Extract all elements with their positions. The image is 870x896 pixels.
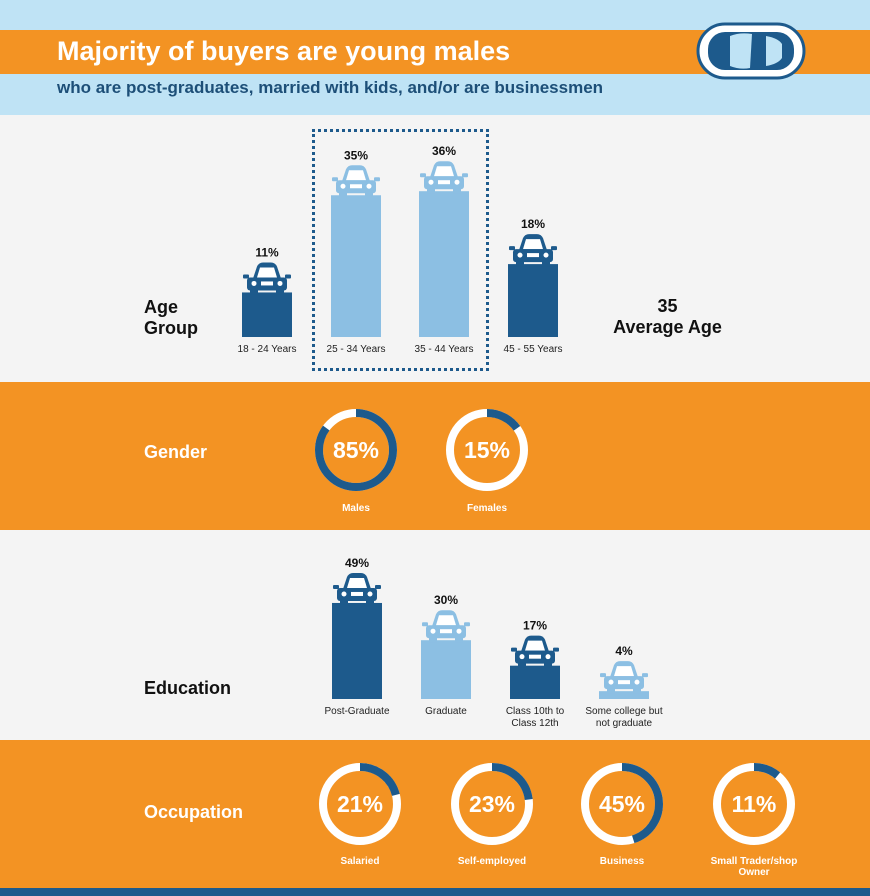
donut-category-label: Self-employed [458,856,526,867]
education-bar-chart: 49% Post-Graduate 30% Graduate 17% Class 10th… [324,556,662,729]
page-subtitle: who are post-graduates, married with kid… [57,78,604,97]
bar-category-label: 18 - 24 Years [238,344,297,355]
donut-segment-2 [446,409,528,491]
bar-3 [510,665,560,699]
donut-category-label: Females [467,503,507,514]
occupation-label: Occupation [144,802,244,822]
car-icon [600,661,648,694]
bottom-bar [0,888,870,896]
donut-segment-3 [581,763,663,845]
donut-value-label: 11% [732,791,777,817]
bar-4 [508,264,558,337]
donut-segment-1 [319,763,401,845]
bar-value-label: 36% [432,144,456,158]
donut-category-label: Small Trader/shop Owner [711,856,798,878]
bar-1 [332,602,382,699]
highlight-box [312,129,489,371]
car-icon [422,610,470,643]
bar-category-label: 35 - 44 Years [415,344,474,355]
donut-segment-1 [315,409,397,491]
bar-category-label: 45 - 55 Years [504,344,563,355]
car-icon [332,165,380,198]
bar-category-label: Class 10th to Class 12th [506,706,565,729]
bar-value-label: 49% [345,556,369,570]
donut-value-label: 45% [599,791,645,817]
bar-category-label: Graduate [425,706,467,717]
bar-value-label: 35% [344,148,368,162]
bar-value-label: 17% [523,619,547,633]
bar-2 [421,640,471,699]
car-icon [509,234,557,267]
bar-value-label: 30% [434,593,458,607]
car-icon [243,262,291,295]
gender-donut-chart: 85% Males 15% Females [315,409,528,514]
bar-category-label: Some college but not graduate [585,706,662,729]
age-label-line2: Group [144,318,198,338]
education-label: Education [144,678,232,698]
donut-segment-4 [713,763,795,845]
bar-value-label: 4% [615,644,633,658]
bar-category-label: 25 - 34 Years [327,344,386,355]
header: Majority of buyers are young males who a… [0,0,870,115]
donut-value-label: 85% [333,437,379,463]
bar-2 [331,195,381,337]
donut-value-label: 15% [464,437,510,463]
age-label-line1: Age [144,297,179,317]
car-icon [420,161,468,194]
bar-category-label: Post-Graduate [324,706,389,717]
bar-4 [599,691,649,699]
bar-value-label: 18% [521,217,545,231]
bar-value-label: 11% [255,245,279,259]
average-age: 35 Average Age [600,296,735,338]
car-top-view-icon [696,22,806,80]
page-title: Majority of buyers are young males [57,36,511,66]
average-age-value: 35 [657,296,678,316]
age-section: Age Group 35 Average Age 11% 18 - 24 Year… [0,115,870,382]
occupation-donut-chart: 21% Salaried 23% Self-employed 45% Business 11… [319,763,798,878]
age-bar-chart: 11% 18 - 24 Years 35% 25 - 34 Years 36% 35 - … [238,144,563,355]
gender-section: Gender 85% Males 15% Females [0,382,870,530]
education-section: Education 49% Post-Graduate 30% Graduate 17%… [0,530,870,740]
car-icon [511,635,559,668]
donut-category-label: Males [342,503,370,514]
average-age-label: Average Age [613,317,722,337]
donut-segment-2 [451,763,533,845]
gender-label: Gender [144,442,208,462]
bar-1 [242,292,292,337]
donut-value-label: 23% [469,791,515,817]
donut-value-label: 21% [337,791,383,817]
occupation-section: Occupation 21% Salaried 23% Self-employed 45… [0,740,870,888]
bar-3 [419,191,469,337]
donut-category-label: Business [600,856,645,867]
donut-category-label: Salaried [341,856,380,867]
age-group-label: Age Group [144,297,198,339]
car-icon [333,572,381,605]
